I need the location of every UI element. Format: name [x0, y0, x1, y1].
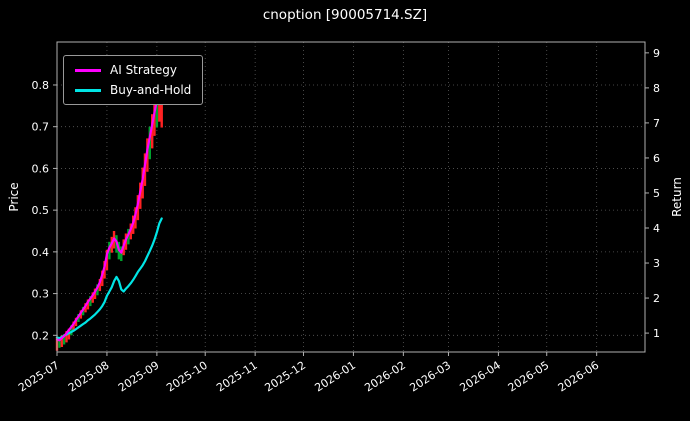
ai-strategy-line: [55, 79, 163, 342]
chart-title: cnoption [90005714.SZ]: [262, 7, 428, 23]
left-y-tick-label: 0.4: [32, 246, 50, 259]
left-y-tick-label: 0.8: [32, 79, 50, 92]
left-y-tick-label: 0.2: [32, 329, 50, 342]
legend: AI Strategy Buy-and-Hold: [63, 55, 204, 105]
right-y-tick-label: 7: [653, 117, 660, 130]
left-y-tick-label: 0.5: [32, 204, 50, 217]
legend-item-ai-strategy: AI Strategy: [75, 64, 191, 76]
right-y-tick-label: 1: [653, 327, 660, 340]
legend-item-buy-and-hold: Buy-and-Hold: [75, 84, 191, 96]
buy-and-hold-line: [55, 217, 163, 340]
right-y-tick-label: 2: [653, 292, 660, 305]
legend-label-buy-and-hold: Buy-and-Hold: [110, 83, 192, 97]
buy-and-hold-line-swatch: [75, 88, 101, 92]
right-axis-label: Return: [670, 177, 684, 217]
y-axis-left: 0.2 0.3 0.4 0.5 0.6 0.7 0.8: [32, 79, 57, 342]
right-y-tick-label: 3: [653, 257, 660, 270]
left-y-tick-label: 0.6: [32, 162, 50, 175]
legend-label-ai-strategy: AI Strategy: [110, 63, 177, 77]
right-y-tick-label: 4: [653, 222, 660, 235]
left-axis-label: Price: [7, 182, 21, 212]
ai-strategy-line-swatch: [75, 68, 101, 72]
left-y-tick-label: 0.7: [32, 121, 50, 134]
left-y-tick-label: 0.3: [32, 288, 50, 301]
right-y-tick-label: 9: [653, 47, 660, 60]
y-axis-right: 1 2 3 4 5 6 7 8 9: [645, 47, 660, 340]
right-y-tick-label: 5: [653, 187, 660, 200]
plot-border: [56, 41, 646, 353]
right-y-tick-label: 6: [653, 152, 660, 165]
right-y-tick-label: 8: [653, 82, 660, 95]
